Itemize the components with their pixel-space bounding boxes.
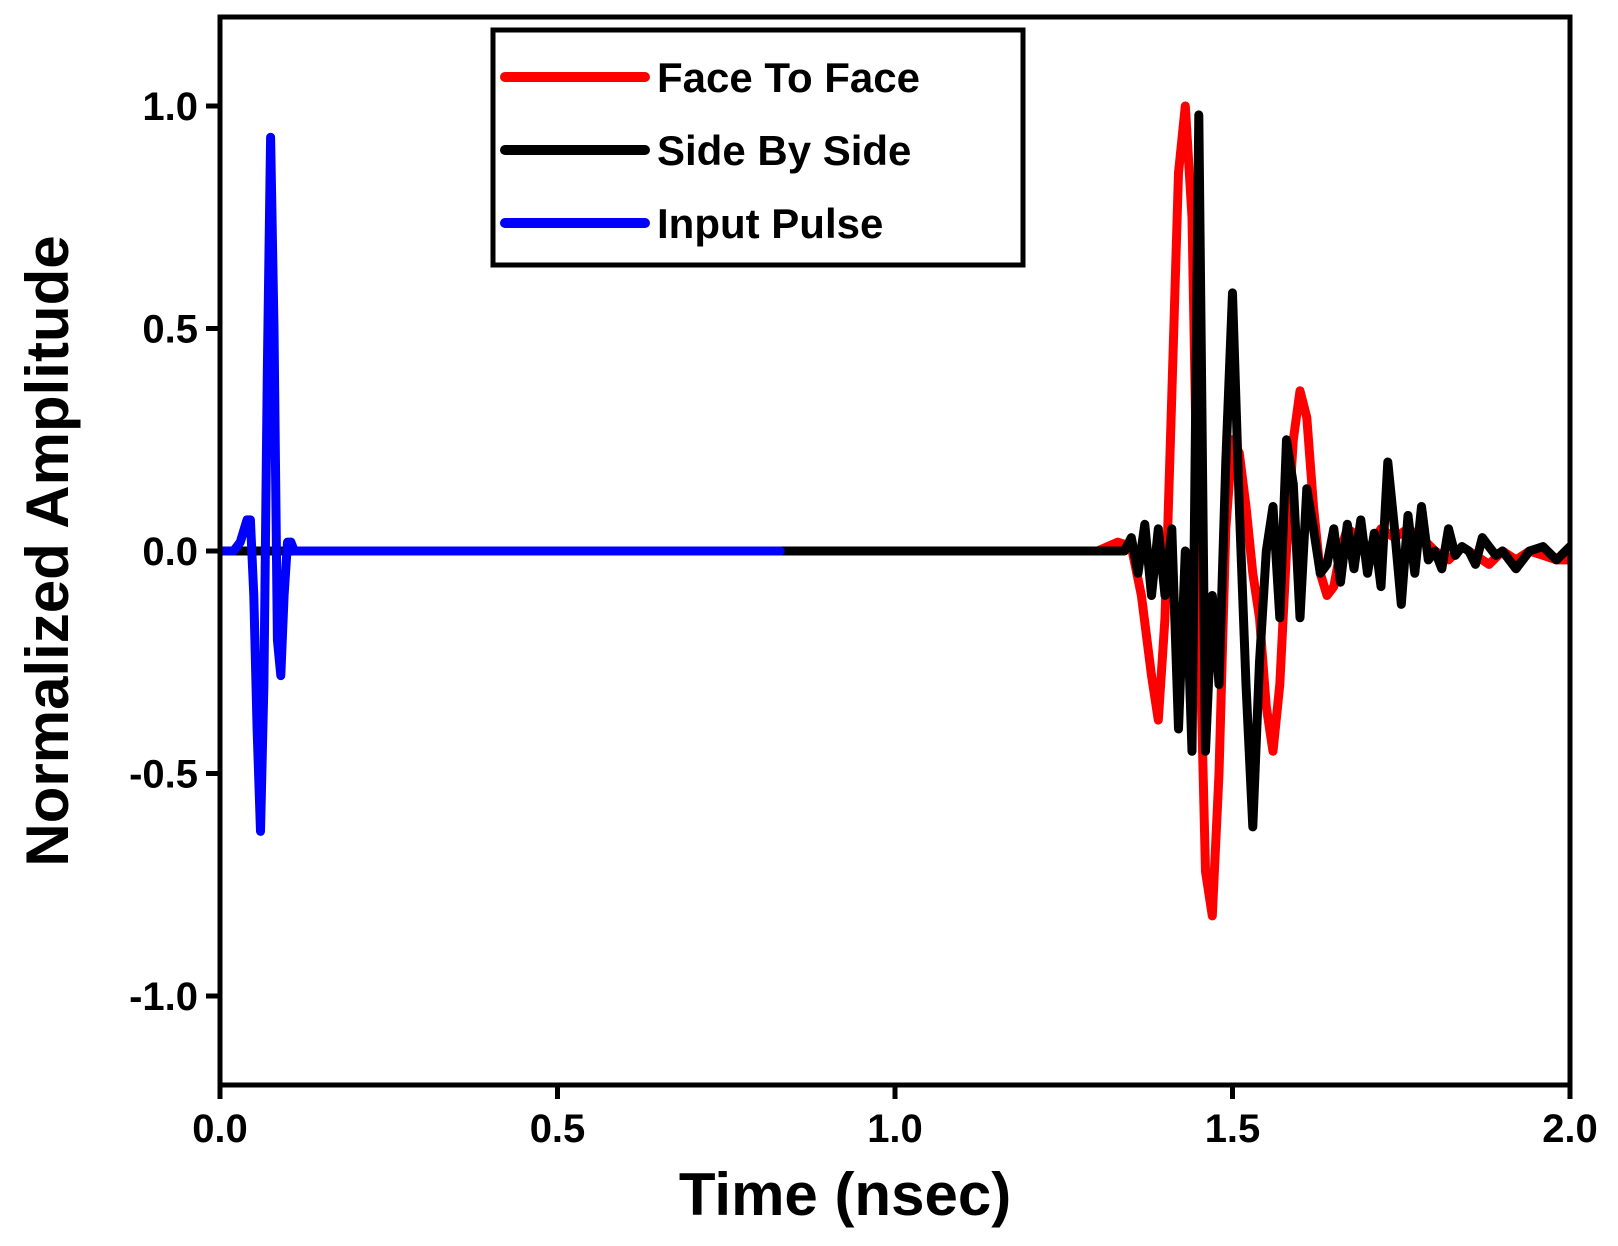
legend: Face To Face Side By Side Input Pulse [490, 27, 1026, 268]
legend-label-input-pulse: Input Pulse [657, 200, 883, 247]
legend-label-face-to-face: Face To Face [657, 54, 920, 101]
x-tick-label: 2.0 [1542, 1107, 1598, 1151]
series-line-side-by-side [220, 110, 1570, 832]
x-tick-label: 0.0 [192, 1107, 248, 1151]
y-tick-label: 0.5 [142, 308, 198, 352]
y-tick-label: 1.0 [142, 85, 198, 129]
x-tick-label: 1.5 [1205, 1107, 1261, 1151]
y-axis-title: Normalized Amplitude [14, 235, 81, 866]
x-tick-label: 1.0 [867, 1107, 923, 1151]
y-tick-label: -0.5 [129, 753, 198, 797]
legend-label-side-by-side: Side By Side [657, 127, 911, 174]
x-axis: 0.0 0.5 1.0 1.5 2.0 [192, 1085, 1598, 1151]
legend-entry-face-to-face: Face To Face [500, 54, 920, 101]
legend-entry-side-by-side: Side By Side [500, 127, 911, 174]
legend-entry-input-pulse: Input Pulse [500, 200, 883, 247]
x-axis-title: Time (nsec) [679, 1161, 1011, 1228]
y-axis: -1.0 -0.5 0.0 0.5 1.0 [129, 85, 220, 1019]
series-layer [220, 101, 1570, 921]
y-tick-label: -1.0 [129, 975, 198, 1019]
y-tick-label: 0.0 [142, 530, 198, 574]
x-tick-label: 0.5 [530, 1107, 586, 1151]
series-line-input-pulse [220, 132, 785, 836]
